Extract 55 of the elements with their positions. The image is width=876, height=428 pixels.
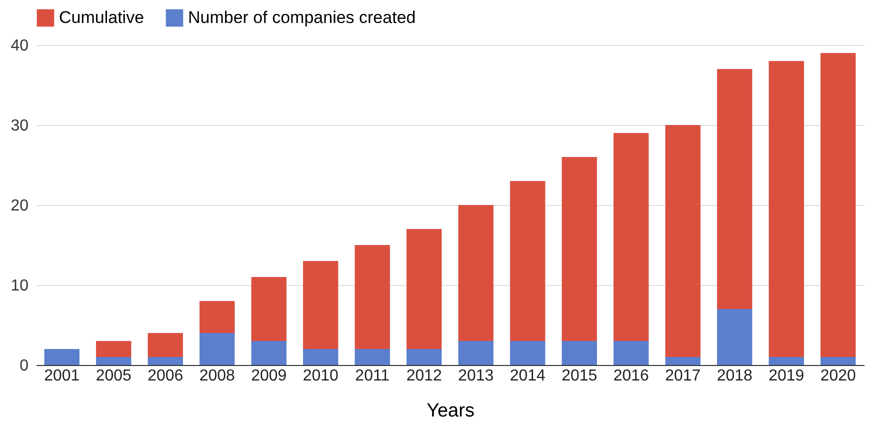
- x-axis-title: Years: [426, 400, 474, 422]
- x-tick-label: 2006: [148, 368, 184, 384]
- bar: [251, 341, 286, 365]
- bar: [562, 157, 597, 341]
- bar: [717, 69, 752, 309]
- bar: [148, 333, 183, 357]
- bar: [614, 341, 649, 365]
- bar: [458, 205, 494, 341]
- bar: [200, 301, 235, 333]
- bar: [96, 341, 132, 357]
- y-tick-label: 10: [10, 278, 29, 294]
- bar: [251, 277, 286, 341]
- x-tick-label: 2014: [510, 368, 546, 384]
- x-tick-label: 2013: [458, 368, 494, 384]
- bar: [406, 229, 442, 349]
- x-tick-label: 2012: [406, 368, 442, 384]
- bar: [200, 333, 235, 365]
- x-tick-label: 2019: [768, 368, 804, 384]
- x-tick-label: 2010: [302, 368, 339, 384]
- y-tick-label: 40: [10, 38, 29, 54]
- bar: [406, 349, 442, 365]
- x-tick-label: 2015: [562, 368, 598, 384]
- bar: [303, 261, 338, 349]
- x-tick-label: 2008: [199, 368, 236, 384]
- bar: [458, 341, 494, 365]
- legend-label: Cumulative: [59, 8, 144, 27]
- x-tick-label: 2005: [96, 368, 132, 384]
- bar: [303, 349, 338, 365]
- bar: [717, 309, 752, 365]
- x-tick-label: 2011: [355, 368, 390, 384]
- bar: [148, 357, 183, 365]
- bar: [768, 357, 804, 365]
- bar: [510, 181, 546, 341]
- bar: [820, 53, 856, 357]
- x-tick-label: 2017: [665, 368, 701, 384]
- x-tick-label: 2016: [613, 368, 650, 384]
- bar: [665, 125, 700, 357]
- y-tick-label: 20: [10, 198, 29, 214]
- legend-label: Number of companies created: [188, 8, 416, 27]
- bar: [665, 357, 700, 365]
- bar: [820, 357, 856, 365]
- bar: [768, 61, 804, 357]
- bar: [614, 133, 649, 341]
- bar: [510, 341, 546, 365]
- bar: [354, 349, 390, 365]
- x-tick-label: 2020: [820, 368, 856, 384]
- y-tick-label: 30: [10, 118, 29, 134]
- bar: [354, 245, 390, 349]
- bar: [96, 357, 132, 365]
- x-tick-label: 2009: [251, 368, 287, 384]
- x-tick-label: 2018: [716, 368, 753, 384]
- y-tick-label: 0: [20, 358, 29, 374]
- bar: [562, 341, 597, 365]
- bar: [44, 349, 80, 365]
- x-tick-label: 2001: [44, 368, 80, 384]
